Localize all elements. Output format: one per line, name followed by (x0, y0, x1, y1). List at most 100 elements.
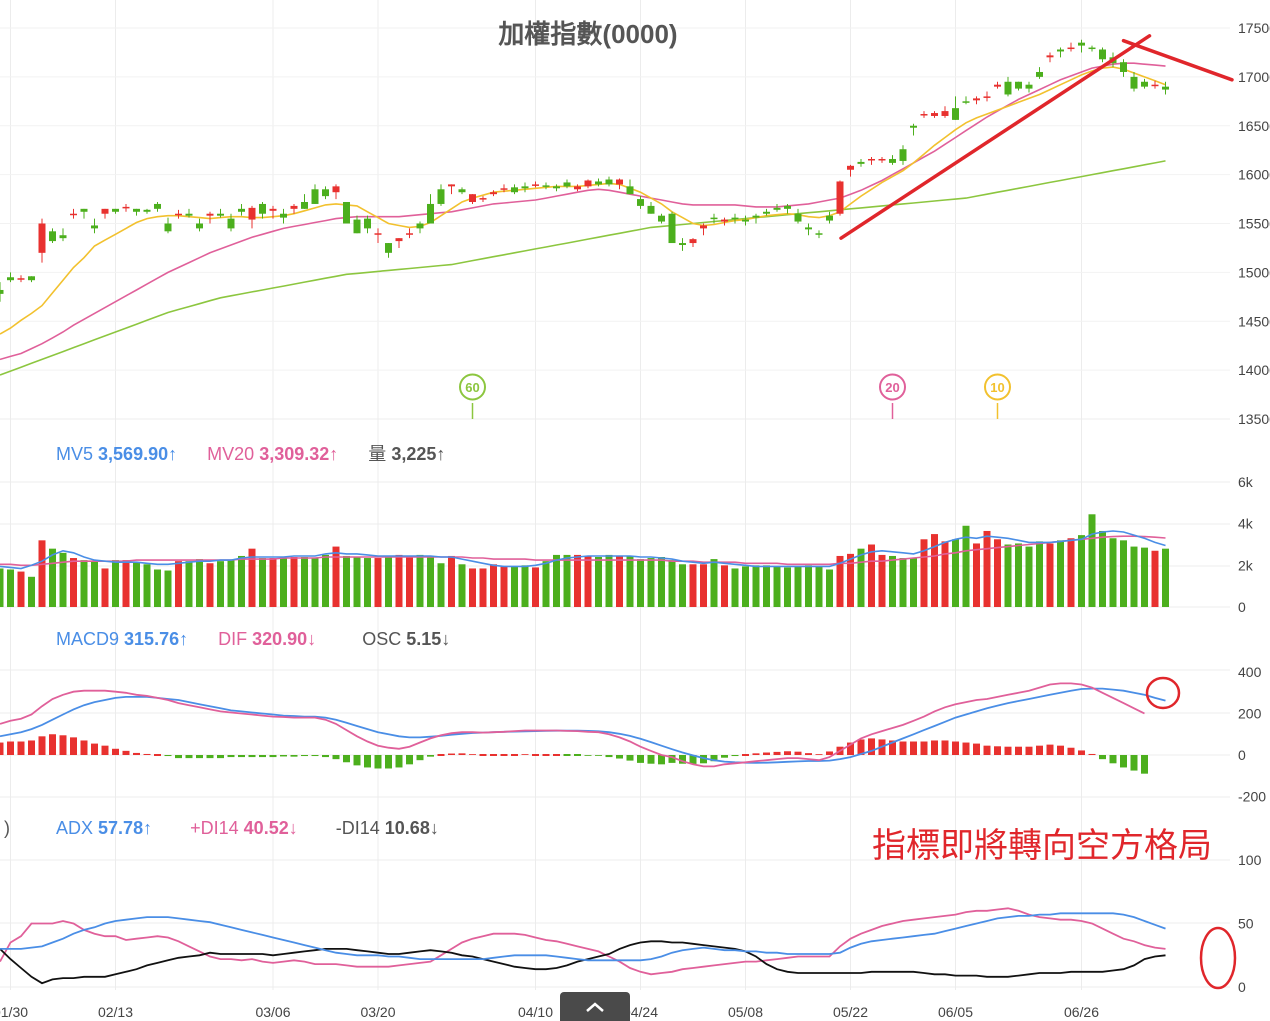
y-tick-label: 14500 (1238, 313, 1270, 329)
candle-body (1130, 76, 1138, 89)
candle-body (1088, 47, 1096, 50)
legend-mv20-arrow: ↑ (329, 444, 339, 464)
candle-body (364, 218, 371, 229)
osc-bar (868, 738, 875, 755)
candle-body (731, 217, 739, 220)
candle-body (794, 213, 802, 222)
osc-bar (206, 755, 214, 759)
legend-minusdi-value: 10.68 (384, 818, 430, 838)
osc-bar (595, 755, 602, 756)
volume-bar (133, 562, 140, 607)
volume-bar (742, 566, 749, 607)
osc-bar (1120, 755, 1127, 768)
osc-bar (395, 755, 403, 768)
legend-adx-value: 57.78 (98, 818, 144, 838)
ma60-line (0, 160, 1166, 376)
osc-bar (889, 740, 896, 755)
y-tick-label: 15000 (1238, 264, 1270, 280)
osc-bar (731, 755, 739, 757)
y-tick-label: 16000 (1238, 167, 1270, 183)
volume-bar (164, 570, 172, 607)
volume-bar (868, 544, 875, 607)
candle-body (112, 208, 119, 212)
candle-body (143, 209, 151, 212)
volume-bar (353, 557, 361, 607)
osc-bar (553, 754, 560, 756)
osc-bar (196, 755, 203, 759)
candle-body (1004, 81, 1012, 95)
ma-marker-circle (459, 373, 486, 401)
osc-bar (133, 752, 140, 755)
volume-bar (406, 557, 413, 607)
legend-adx-label: ADX (56, 818, 94, 838)
volume-bar (28, 576, 35, 607)
osc-bar (857, 739, 865, 755)
volume-bar (574, 554, 581, 607)
volume-bar (553, 554, 560, 607)
candle-body (164, 223, 172, 232)
osc-bar (490, 754, 497, 756)
osc-bar (521, 754, 529, 755)
downtrend-line (1121, 38, 1234, 82)
osc-bar (994, 746, 1001, 755)
candle-body (721, 219, 728, 222)
volume-bar (343, 555, 350, 607)
ma-marker-60: 60 (459, 373, 486, 419)
osc-bar (847, 742, 854, 755)
candle-body (962, 101, 970, 103)
osc-bar (301, 755, 308, 757)
volume-bar (196, 559, 203, 607)
legend-volume-value: 3,225 (391, 444, 437, 464)
osc-bar (784, 751, 791, 755)
volume-bar (994, 539, 1001, 607)
osc-bar (773, 751, 781, 755)
candle-body (542, 185, 550, 187)
candle-body (427, 203, 434, 224)
candle-body (826, 215, 833, 221)
volume-bar (185, 561, 193, 607)
osc-bar (1067, 747, 1075, 755)
osc-bar (679, 755, 686, 764)
y-tick-label: 0 (1238, 979, 1246, 995)
osc-bar (38, 736, 46, 755)
osc-bar (668, 755, 676, 763)
osc-bar (332, 755, 340, 760)
volume-bar (0, 568, 4, 607)
candle-body (490, 192, 497, 195)
osc-bar (542, 754, 550, 756)
osc-bar (511, 754, 518, 756)
volume-bar (637, 559, 644, 607)
candle-body (1025, 84, 1033, 89)
osc-bar (973, 743, 980, 755)
osc-bar (721, 755, 728, 758)
legend-mv5-arrow: ↑ (168, 444, 178, 464)
volume-bar (238, 555, 245, 607)
volume-bar (290, 557, 298, 607)
candle-body (1151, 84, 1159, 87)
volume-bar (784, 567, 791, 607)
osc-bar (1036, 745, 1043, 755)
volume-bar (836, 555, 844, 607)
osc-bar (605, 755, 613, 758)
candle-body (101, 208, 109, 214)
legend-dif-value: 320.90 (252, 629, 308, 649)
annotation-overlay (839, 34, 1237, 990)
volume-bar (38, 540, 46, 607)
osc-bar (59, 735, 67, 755)
volume-bar (1130, 546, 1138, 607)
osc-bar (0, 742, 4, 755)
osc-bar (1004, 746, 1012, 755)
volume-bar (70, 558, 77, 607)
collapse-button[interactable] (560, 992, 630, 1021)
y-tick-label: -200 (1238, 789, 1266, 805)
osc-bar (143, 753, 151, 755)
legend-osc-arrow: ↓ (441, 629, 451, 649)
x-tick-label: 01/30 (0, 1004, 28, 1020)
y-tick-label: 400 (1238, 664, 1262, 680)
ma-marker-label: 20 (885, 380, 899, 395)
volume-bar (448, 555, 455, 607)
volume-bar (805, 565, 812, 607)
candle-body (920, 114, 928, 116)
volume-bar (710, 559, 718, 607)
dmi-cross-circle (1199, 926, 1237, 990)
